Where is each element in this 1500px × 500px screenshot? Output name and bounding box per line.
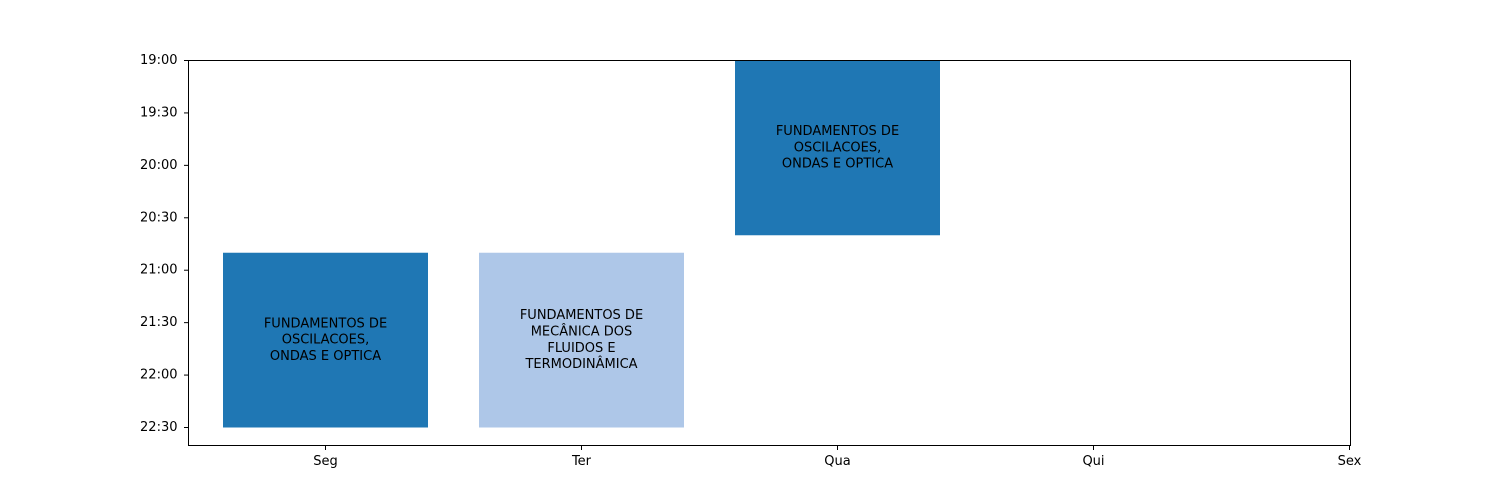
plot-frame — [188, 60, 1351, 446]
bars-layer — [223, 60, 940, 428]
y-tick-label-2100: 21:00 — [140, 263, 177, 278]
bar-label-seg-0: FUNDAMENTOS DE OSCILACOES, ONDAS E OPTICA — [264, 316, 387, 364]
x-tick-label-seg: Seg — [313, 454, 338, 469]
x-tick-label-qua: Qua — [824, 454, 850, 469]
x-tick-label-ter: Ter — [571, 454, 592, 469]
y-tick-label-1930: 19:30 — [140, 105, 177, 120]
bar-ter-1 — [479, 252, 684, 428]
y-tick-label-2130: 21:30 — [140, 315, 177, 330]
x-axis: Seg Ter Qua Qui Sex — [313, 445, 1362, 469]
bar-label-ter-1: FUNDAMENTOS DE MECÂNICA DOS FLUIDOS E TERMO… — [520, 308, 643, 372]
bar-label-qua-2: FUNDAMENTOS DE OSCILACOES, ONDAS E OPTICA — [776, 124, 899, 172]
x-tick-label-qui: Qui — [1082, 454, 1104, 469]
y-tick-label-2200: 22:00 — [140, 368, 177, 383]
x-tick-label-sex: Sex — [1338, 454, 1362, 469]
y-tick-label-2000: 20:00 — [140, 158, 177, 173]
bar-labels-layer: FUNDAMENTOS DE OSCILACOES, ONDAS E OPTICA F… — [264, 124, 899, 372]
bar-seg-0 — [223, 252, 428, 428]
y-axis: 19:00 19:30 20:00 20:30 21:00 21:30 22:00 22:30 — [140, 53, 189, 435]
y-tick-label-1900: 19:00 — [140, 53, 177, 68]
y-tick-label-2230: 22:30 — [140, 420, 177, 435]
bar-qua-2 — [735, 60, 940, 236]
y-tick-label-2030: 20:30 — [140, 210, 177, 225]
